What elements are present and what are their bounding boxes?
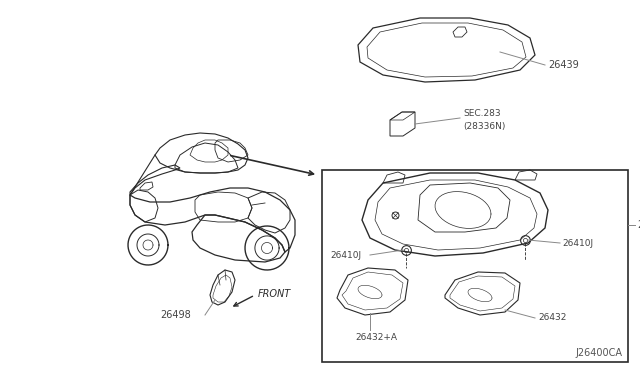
Text: 26430: 26430: [637, 220, 640, 230]
Text: (28336N): (28336N): [463, 122, 506, 131]
Text: FRONT: FRONT: [258, 289, 291, 299]
Bar: [322, 170, 628, 362]
Text: 26432+A: 26432+A: [355, 333, 397, 341]
Text: J26400CA: J26400CA: [575, 348, 622, 358]
Text: 26432: 26432: [538, 314, 566, 323]
Text: 26410J: 26410J: [562, 238, 593, 247]
Text: 26498: 26498: [160, 310, 191, 320]
Text: SEC.283: SEC.283: [463, 109, 500, 118]
Text: 26439: 26439: [548, 60, 579, 70]
Text: 26410J: 26410J: [330, 250, 361, 260]
